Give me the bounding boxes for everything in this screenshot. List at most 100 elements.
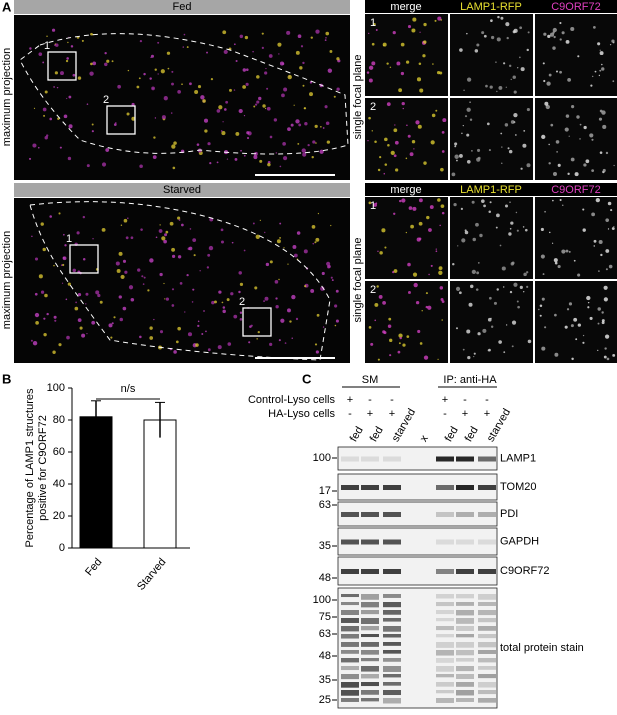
signal-dot: [124, 270, 128, 274]
signal-dot: [605, 249, 610, 253]
signal-dot: [76, 231, 80, 235]
signal-dot: [279, 237, 281, 239]
signal-dot: [426, 215, 430, 220]
signal-dot: [510, 78, 512, 81]
y-axis-label: positive for C9ORF72: [37, 415, 49, 521]
signal-dot: [601, 319, 605, 323]
signal-dot: [175, 340, 179, 344]
signal-dot: [610, 209, 613, 212]
band: [341, 594, 359, 598]
signal-dot: [384, 246, 387, 249]
signal-dot: [204, 129, 208, 133]
signal-dot: [411, 139, 416, 144]
box-label: 2: [239, 296, 245, 308]
signal-dot: [367, 139, 369, 142]
signal-dot: [169, 221, 174, 226]
band: [361, 698, 379, 702]
mw-marker: 35: [319, 540, 331, 552]
band: [383, 485, 401, 490]
signal-dot: [179, 282, 183, 285]
signal-dot: [173, 141, 177, 145]
signal-dot: [218, 290, 222, 294]
signal-dot: [81, 333, 86, 338]
signal-dot: [366, 71, 370, 74]
signal-dot: [276, 239, 281, 244]
signal-dot: [284, 342, 287, 344]
signal-dot: [603, 285, 608, 290]
signal-dot: [498, 340, 502, 344]
signal-dot: [32, 143, 37, 148]
signal-dot: [279, 222, 282, 225]
signal-dot: [302, 152, 307, 157]
signal-dot: [164, 233, 168, 237]
signal-dot: [574, 172, 579, 177]
signal-dot: [466, 32, 468, 35]
signal-dot: [261, 46, 264, 50]
signal-dot: [471, 200, 475, 204]
box-label: 2: [103, 94, 109, 106]
signal-dot: [326, 265, 331, 269]
band: [456, 682, 474, 687]
signal-dot: [193, 254, 196, 257]
signal-dot: [462, 348, 465, 351]
signal-dot: [46, 312, 49, 316]
inset-header-bg: [365, 183, 617, 196]
signal-dot: [439, 286, 444, 290]
signal-dot: [44, 135, 48, 140]
signal-dot: [74, 306, 79, 311]
signal-dot: [441, 319, 443, 321]
signal-dot: [552, 171, 557, 176]
signal-dot: [379, 156, 382, 159]
signal-dot: [154, 117, 157, 119]
signal-dot: [256, 338, 258, 340]
signal-dot: [508, 149, 513, 154]
signal-dot: [128, 285, 134, 290]
signal-dot: [191, 301, 194, 303]
signal-dot: [264, 107, 267, 110]
signal-dot: [311, 155, 314, 159]
signal-dot: [298, 123, 302, 127]
band: [383, 569, 401, 574]
signal-dot: [220, 228, 224, 232]
signal-dot: [472, 237, 476, 242]
signal-dot: [111, 322, 114, 325]
signal-dot: [63, 233, 65, 236]
band: [478, 642, 496, 648]
blot-strip: [337, 446, 498, 471]
signal-dot: [118, 295, 122, 299]
band: [361, 674, 379, 679]
signal-dot: [292, 245, 297, 249]
signal-dot: [539, 314, 542, 317]
signal-dot: [182, 46, 184, 48]
signal-dot: [67, 41, 69, 44]
box-label: 1: [44, 40, 50, 52]
signal-dot: [368, 326, 372, 329]
band: [383, 658, 401, 662]
signal-dot: [485, 84, 488, 88]
signal-dot: [411, 28, 416, 33]
signal-dot: [177, 90, 181, 94]
y-tick-label: 100: [47, 382, 65, 394]
inset-header: LAMP1-RFP: [460, 184, 522, 196]
signal-dot: [220, 240, 224, 244]
signal-dot: [438, 270, 443, 275]
band: [383, 626, 401, 632]
zoom-box: [242, 307, 272, 337]
sign: +: [347, 394, 353, 406]
band: [341, 569, 359, 574]
signal-dot: [405, 157, 408, 160]
signal-dot: [234, 157, 238, 161]
signal-dot: [613, 226, 615, 228]
sign: -: [463, 394, 467, 406]
signal-dot: [541, 297, 545, 301]
signal-dot: [571, 357, 574, 361]
signal-dot: [548, 73, 552, 77]
signal-dot: [559, 21, 562, 25]
signal-dot: [582, 334, 585, 337]
signal-dot: [586, 295, 591, 301]
signal-dot: [590, 84, 593, 87]
signal-dot: [108, 323, 113, 328]
signal-dot: [519, 56, 521, 59]
band: [361, 690, 379, 695]
signal-dot: [413, 148, 415, 150]
